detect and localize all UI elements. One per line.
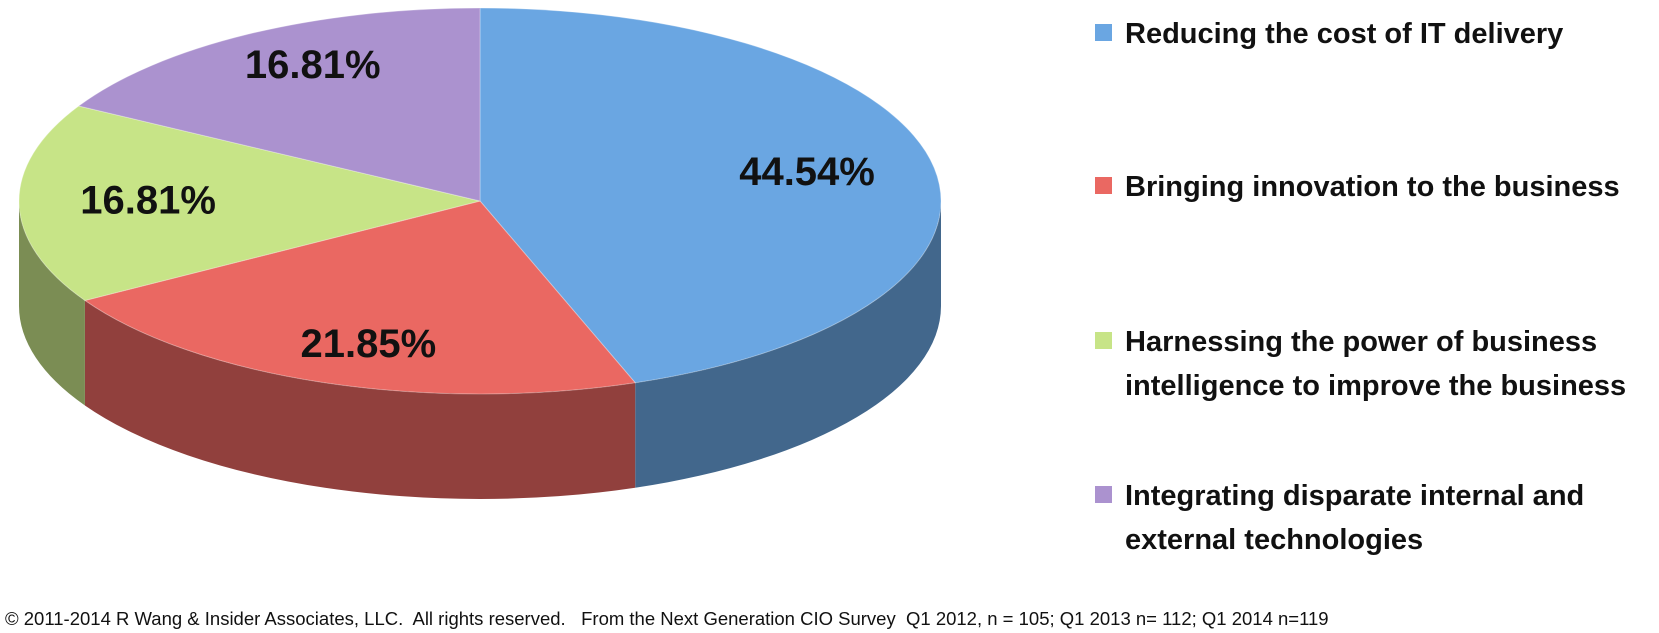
legend-item: Bringing innovation to the business	[1095, 165, 1655, 209]
data-label: 16.81%	[80, 179, 216, 223]
legend-label: Integrating disparate internal and exter…	[1125, 480, 1585, 556]
slice	[18, 105, 481, 302]
slice-side	[19, 201, 85, 406]
legend-swatch	[1095, 24, 1112, 41]
slice	[83, 200, 637, 395]
legend-swatch	[1095, 332, 1112, 349]
data-label: 21.85%	[301, 322, 437, 366]
legend-item: Reducing the cost of IT delivery	[1095, 12, 1655, 56]
legend-label: Bringing innovation to the business	[1125, 171, 1620, 203]
slice-side	[84, 300, 636, 500]
slice	[77, 7, 481, 202]
legend-item: Integrating disparate internal and exter…	[1095, 474, 1655, 562]
footnote: © 2011-2014 R Wang & Insider Associates,…	[5, 608, 1329, 629]
legend-swatch	[1095, 177, 1112, 194]
data-label: 44.54%	[739, 150, 875, 194]
legend-item: Harnessing the power of business intelli…	[1095, 320, 1655, 408]
legend-label: Harnessing the power of business intelli…	[1125, 326, 1627, 402]
slice	[479, 7, 942, 384]
slice-side	[635, 201, 941, 488]
legend-swatch	[1095, 486, 1112, 503]
legend-label: Reducing the cost of IT delivery	[1125, 18, 1564, 50]
data-label: 16.81%	[245, 43, 381, 87]
